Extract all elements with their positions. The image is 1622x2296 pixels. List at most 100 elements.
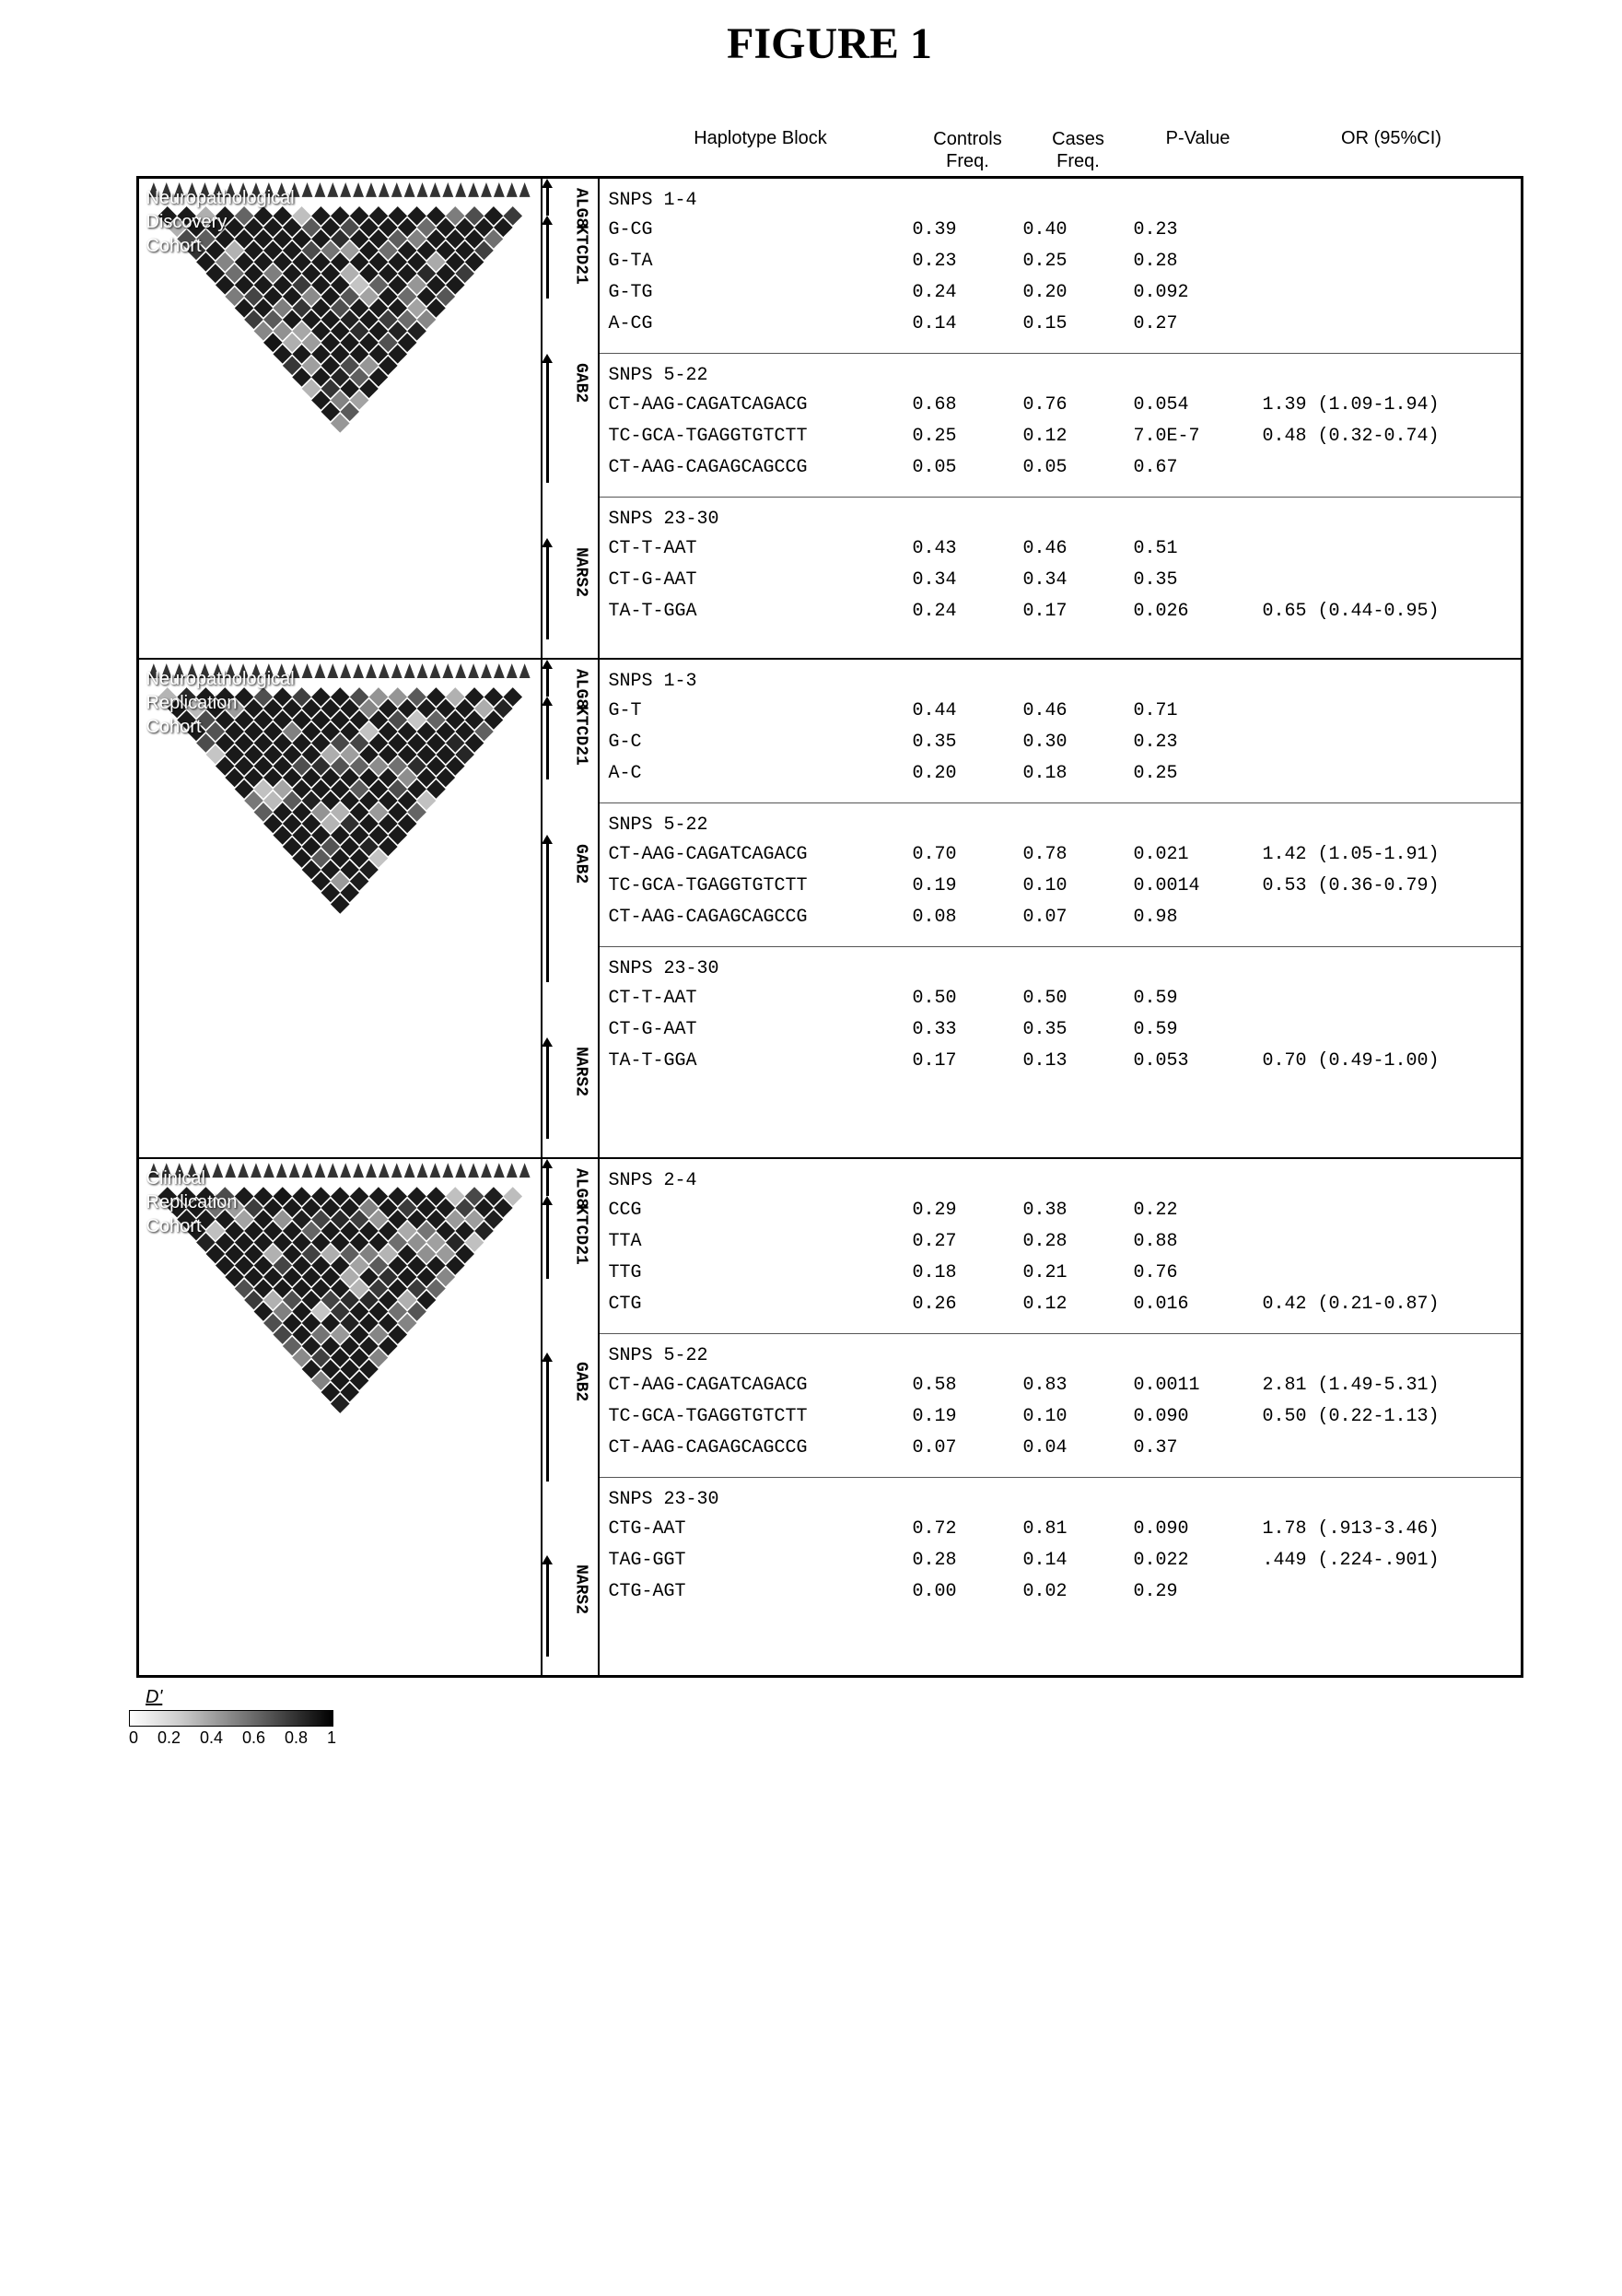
haplotype-cell: G-CG bbox=[600, 217, 913, 244]
haplotype-cell: G-TA bbox=[600, 248, 913, 275]
cohort-label: Clinical Replication Cohort bbox=[146, 1166, 238, 1238]
ld-panel: Neuropathological Replication Cohort bbox=[139, 660, 543, 1157]
cases-freq-cell: 0.50 bbox=[1023, 985, 1134, 1013]
gene-range-arrow bbox=[546, 844, 549, 982]
table-row: TTG0.180.210.76 bbox=[600, 1258, 1521, 1289]
gene-range-arrow bbox=[546, 1205, 549, 1279]
table-row: CT-T-AAT0.430.460.51 bbox=[600, 533, 1521, 565]
gene-labels-column: ALG8KTCD21GAB2NARS2 bbox=[543, 179, 600, 658]
pvalue-cell: 0.021 bbox=[1134, 841, 1263, 869]
haplotype-cell: TTA bbox=[600, 1228, 913, 1256]
controls-freq-cell: 0.39 bbox=[913, 217, 1023, 244]
gene-labels-column: ALG8KTCD21GAB2NARS2 bbox=[543, 660, 600, 1157]
or-ci-cell bbox=[1263, 217, 1521, 244]
gene-labels-column: ALG8KTCD21GAB2NARS2 bbox=[543, 1159, 600, 1675]
header-haplotype: Haplotype Block bbox=[600, 128, 913, 172]
cases-freq-cell: 0.40 bbox=[1023, 217, 1134, 244]
haplotype-table: SNPS 1-3G-T0.440.460.71G-C0.350.300.23A-… bbox=[600, 660, 1521, 1157]
pvalue-cell: 0.0011 bbox=[1134, 1372, 1263, 1400]
haplotype-cell: CT-AAG-CAGAGCAGCCG bbox=[600, 904, 913, 931]
or-ci-cell bbox=[1263, 454, 1521, 482]
legend-tick: 0.8 bbox=[285, 1728, 308, 1748]
cases-freq-cell: 0.35 bbox=[1023, 1016, 1134, 1044]
haplotype-cell: CTG bbox=[600, 1291, 913, 1318]
haplotype-cell: TAG-GGT bbox=[600, 1547, 913, 1575]
main-figure-container: Neuropathological Discovery CohortALG8KT… bbox=[136, 176, 1523, 1678]
or-ci-cell bbox=[1263, 567, 1521, 594]
cohort-label: Neuropathological Discovery Cohort bbox=[146, 186, 295, 258]
table-row: TTA0.270.280.88 bbox=[600, 1226, 1521, 1258]
or-ci-cell: 0.65 (0.44-0.95) bbox=[1263, 598, 1521, 626]
header-controls: Controls Freq. bbox=[913, 128, 1023, 172]
legend-ticks: 00.20.40.60.81 bbox=[129, 1728, 336, 1748]
haplotype-cell: CTG-AAT bbox=[600, 1516, 913, 1543]
table-row: G-C0.350.300.23 bbox=[600, 727, 1521, 758]
or-ci-cell: 0.50 (0.22-1.13) bbox=[1263, 1403, 1521, 1431]
controls-freq-cell: 0.33 bbox=[913, 1016, 1023, 1044]
or-ci-cell bbox=[1263, 1435, 1521, 1462]
pvalue-cell: 7.0E-7 bbox=[1134, 423, 1263, 451]
table-row: G-T0.440.460.71 bbox=[600, 696, 1521, 727]
or-ci-cell: 1.39 (1.09-1.94) bbox=[1263, 392, 1521, 419]
table-row: TC-GCA-TGAGGTGTCTT0.190.100.00140.53 (0.… bbox=[600, 871, 1521, 902]
or-ci-cell: 0.42 (0.21-0.87) bbox=[1263, 1291, 1521, 1318]
snp-section: SNPS 23-30CTG-AAT0.720.810.0901.78 (.913… bbox=[600, 1478, 1521, 1621]
controls-freq-cell: 0.27 bbox=[913, 1228, 1023, 1256]
controls-freq-cell: 0.72 bbox=[913, 1516, 1023, 1543]
section-header: SNPS 5-22 bbox=[600, 803, 1521, 839]
gene-range-arrow bbox=[546, 706, 549, 779]
gene-range-arrow bbox=[546, 547, 549, 639]
pvalue-cell: 0.59 bbox=[1134, 985, 1263, 1013]
snp-section: SNPS 23-30CT-T-AAT0.500.500.59CT-G-AAT0.… bbox=[600, 947, 1521, 1090]
pvalue-cell: 0.25 bbox=[1134, 760, 1263, 788]
gene-label: KTCD21 bbox=[572, 706, 590, 766]
cases-freq-cell: 0.46 bbox=[1023, 697, 1134, 725]
cases-freq-cell: 0.38 bbox=[1023, 1197, 1134, 1224]
haplotype-cell: TC-GCA-TGAGGTGTCTT bbox=[600, 423, 913, 451]
gene-label: GAB2 bbox=[572, 844, 590, 884]
snp-section: SNPS 5-22CT-AAG-CAGATCAGACG0.680.760.054… bbox=[600, 354, 1521, 498]
haplotype-cell: TA-T-GGA bbox=[600, 1048, 913, 1075]
cases-freq-cell: 0.76 bbox=[1023, 392, 1134, 419]
pvalue-cell: 0.71 bbox=[1134, 697, 1263, 725]
table-row: CT-AAG-CAGAGCAGCCG0.050.050.67 bbox=[600, 452, 1521, 484]
or-ci-cell: 0.53 (0.36-0.79) bbox=[1263, 873, 1521, 900]
table-row: CTG-AGT0.000.020.29 bbox=[600, 1576, 1521, 1608]
section-header: SNPS 23-30 bbox=[600, 498, 1521, 533]
table-row: CT-AAG-CAGAGCAGCCG0.070.040.37 bbox=[600, 1433, 1521, 1464]
controls-freq-cell: 0.17 bbox=[913, 1048, 1023, 1075]
cases-freq-cell: 0.10 bbox=[1023, 873, 1134, 900]
cases-freq-cell: 0.02 bbox=[1023, 1578, 1134, 1606]
pvalue-cell: 0.054 bbox=[1134, 392, 1263, 419]
legend-tick: 0.6 bbox=[242, 1728, 265, 1748]
pvalue-cell: 0.29 bbox=[1134, 1578, 1263, 1606]
haplotype-cell: A-C bbox=[600, 760, 913, 788]
section-header: SNPS 23-30 bbox=[600, 947, 1521, 983]
cases-freq-cell: 0.28 bbox=[1023, 1228, 1134, 1256]
or-ci-cell: 1.78 (.913-3.46) bbox=[1263, 1516, 1521, 1543]
or-ci-cell bbox=[1263, 985, 1521, 1013]
pvalue-cell: 0.092 bbox=[1134, 279, 1263, 307]
haplotype-table: SNPS 2-4CCG0.290.380.22TTA0.270.280.88TT… bbox=[600, 1159, 1521, 1675]
gene-range-arrow bbox=[546, 1168, 549, 1196]
or-ci-cell bbox=[1263, 904, 1521, 931]
gene-label: ALG8 bbox=[572, 1168, 590, 1208]
pvalue-cell: 0.27 bbox=[1134, 310, 1263, 338]
haplotype-cell: CT-G-AAT bbox=[600, 1016, 913, 1044]
table-row: CTG0.260.120.0160.42 (0.21-0.87) bbox=[600, 1289, 1521, 1320]
controls-freq-cell: 0.28 bbox=[913, 1547, 1023, 1575]
or-ci-cell bbox=[1263, 1228, 1521, 1256]
cases-freq-cell: 0.34 bbox=[1023, 567, 1134, 594]
cases-freq-cell: 0.46 bbox=[1023, 535, 1134, 563]
cohort-row: Clinical Replication Cohort ALG8KTCD21GAB… bbox=[139, 1159, 1521, 1675]
snp-section: SNPS 1-3G-T0.440.460.71G-C0.350.300.23A-… bbox=[600, 660, 1521, 803]
haplotype-cell: CT-AAG-CAGATCAGACG bbox=[600, 841, 913, 869]
controls-freq-cell: 0.07 bbox=[913, 1435, 1023, 1462]
pvalue-cell: 0.23 bbox=[1134, 729, 1263, 756]
header-pvalue: P-Value bbox=[1134, 128, 1263, 172]
controls-freq-cell: 0.24 bbox=[913, 598, 1023, 626]
or-ci-cell bbox=[1263, 248, 1521, 275]
pvalue-cell: 0.022 bbox=[1134, 1547, 1263, 1575]
gene-range-arrow bbox=[546, 1362, 549, 1482]
haplotype-cell: G-T bbox=[600, 697, 913, 725]
